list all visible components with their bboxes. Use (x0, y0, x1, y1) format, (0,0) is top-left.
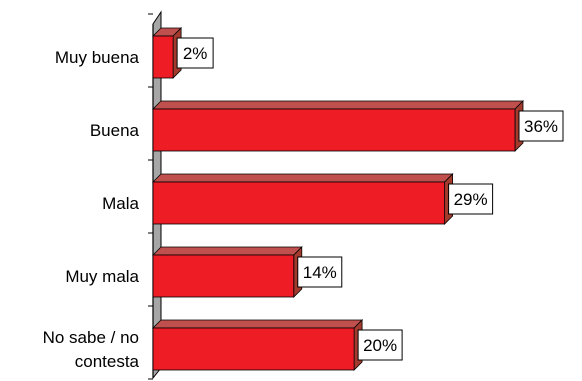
bar-front-face (152, 108, 516, 152)
bar (152, 319, 364, 371)
bar-front-face (152, 181, 446, 225)
bar-top-face (152, 246, 303, 256)
bar (152, 246, 303, 298)
bar-top-face (152, 100, 524, 110)
bar-top-face (152, 173, 454, 183)
bar-front-face (152, 254, 295, 298)
bar-top-face (152, 319, 364, 329)
value-label-box (357, 329, 403, 361)
bar (152, 173, 454, 225)
value-label-box (448, 183, 494, 215)
value-label: 29% (448, 183, 494, 215)
value-label-box (297, 256, 343, 288)
category-labels: Muy buena Buena Mala Muy mala No sabe / no co… (43, 48, 140, 371)
category-label: Buena (90, 121, 140, 140)
value-label-text: 36% (524, 117, 558, 136)
category-label: No sabe / no (43, 328, 139, 347)
bar-front-face (152, 35, 174, 79)
value-labels: 2% 36% 29% 14% 20% (176, 37, 564, 361)
value-label-box (176, 37, 214, 69)
value-label: 2% (176, 37, 214, 69)
category-label: Muy buena (55, 48, 140, 67)
value-label-box (518, 110, 564, 142)
bar-front-face (152, 327, 355, 371)
bar (152, 100, 524, 152)
value-label-text: 29% (454, 190, 488, 209)
value-label-text: 14% (303, 263, 337, 282)
value-label: 20% (357, 329, 403, 361)
value-label-text: 20% (363, 336, 397, 355)
value-label-text: 2% (183, 44, 208, 63)
category-label: Muy mala (65, 267, 139, 286)
category-label: Mala (102, 194, 139, 213)
value-label: 36% (518, 110, 564, 142)
value-label: 14% (297, 256, 343, 288)
category-label: contesta (75, 352, 140, 371)
